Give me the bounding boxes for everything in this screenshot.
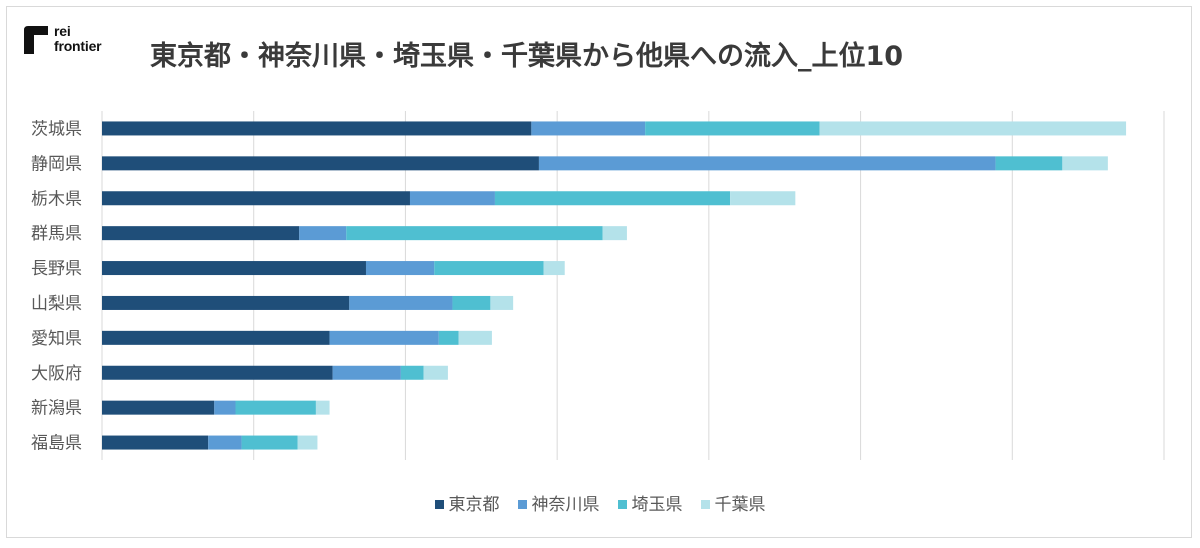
logo-line-1: rei: [54, 23, 71, 39]
category-label: 静岡県: [31, 154, 82, 174]
logo-text: rei frontier: [54, 23, 102, 54]
category-label: 新潟県: [31, 399, 82, 419]
category-label: 栃木県: [31, 189, 82, 209]
bar-segment: [490, 295, 514, 310]
category-label: 大阪府: [31, 364, 82, 384]
bar-segment: [102, 191, 410, 206]
bar-segment: [434, 261, 544, 276]
legend-item: 東京都: [434, 490, 500, 515]
legend-item: 千葉県: [700, 490, 766, 515]
bar-segment: [214, 400, 236, 415]
legend-swatch-icon: [434, 500, 444, 509]
bar-segment: [543, 261, 565, 276]
legend-label: 埼玉県: [631, 495, 683, 515]
bar-segment: [365, 261, 435, 276]
bar-segment: [299, 226, 347, 241]
brand-logo: rei frontier: [24, 24, 134, 60]
bar-segment: [531, 121, 646, 136]
bar-segment: [458, 330, 492, 345]
category-label: 愛知県: [31, 329, 82, 349]
bar-segment: [235, 400, 316, 415]
bar-segment: [102, 226, 300, 241]
legend-label: 千葉県: [714, 495, 766, 515]
bar-segment: [494, 191, 731, 206]
bar-segment: [241, 435, 298, 450]
legend-item: 埼玉県: [617, 490, 683, 515]
legend-swatch-icon: [517, 500, 527, 509]
bar-segment: [102, 435, 209, 450]
bar-segment: [730, 191, 796, 206]
bar-segment: [645, 121, 820, 136]
bar-segment: [423, 365, 448, 380]
logo-line-2: frontier: [54, 38, 102, 54]
chart-title: 東京都・神奈川県・埼玉県・千葉県から他県への流入_上位10: [150, 41, 904, 72]
category-label: 茨城県: [31, 119, 82, 139]
bar-segment: [102, 295, 350, 310]
bar-segment: [346, 226, 603, 241]
bar-segment: [400, 365, 424, 380]
legend: 東京都 神奈川県 埼玉県 千葉県: [0, 490, 1200, 515]
bar-segment: [332, 365, 401, 380]
legend-swatch-icon: [617, 500, 627, 509]
bar-segment: [409, 191, 495, 206]
bars: [102, 121, 1127, 450]
bar-segment: [102, 330, 330, 345]
bar-segment: [452, 295, 491, 310]
legend-swatch-icon: [700, 500, 710, 509]
bar-segment: [208, 435, 242, 450]
category-label: 山梨県: [31, 294, 82, 314]
category-label: 福島県: [31, 434, 82, 454]
bar-segment: [102, 365, 333, 380]
bar-segment: [102, 400, 215, 415]
category-label: 長野県: [31, 259, 82, 279]
category-label: 群馬県: [31, 224, 82, 244]
bar-segment: [297, 435, 318, 450]
legend-label: 神奈川県: [531, 495, 600, 515]
bar-segment: [602, 226, 627, 241]
legend-label: 東京都: [448, 495, 500, 515]
bar-segment: [329, 330, 439, 345]
bar-segment: [438, 330, 459, 345]
bar-segment: [102, 156, 539, 171]
legend-item: 神奈川県: [517, 490, 600, 515]
bar-segment: [349, 295, 453, 310]
logo-mark-icon: [24, 26, 48, 54]
bar-segment: [102, 121, 532, 136]
bar-segment: [819, 121, 1127, 136]
bar-segment: [995, 156, 1063, 171]
bar-segment: [1062, 156, 1108, 171]
bar-segment: [315, 400, 330, 415]
bar-segment: [538, 156, 996, 171]
bar-segment: [102, 261, 366, 276]
